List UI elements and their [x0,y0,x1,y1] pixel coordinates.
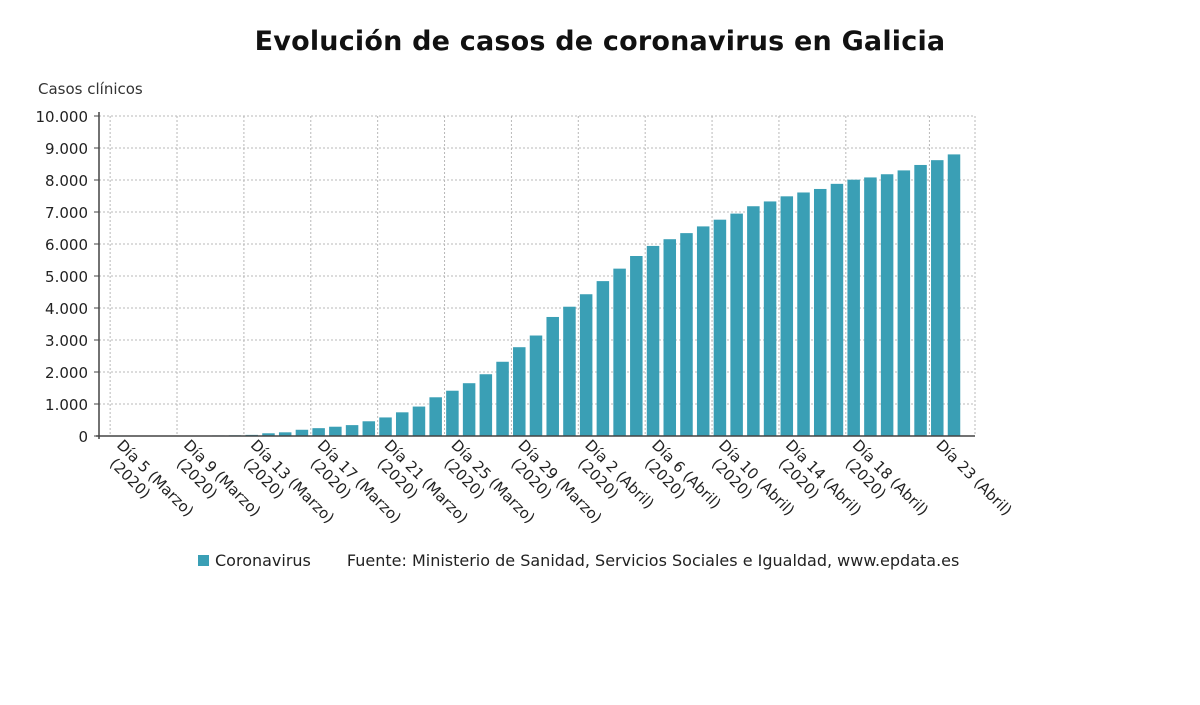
bar [931,160,944,436]
bar [312,428,325,436]
bar [429,397,442,436]
y-axis-label: Casos clínicos [38,80,143,98]
bar [529,335,543,436]
bar [362,421,376,436]
bar [278,432,292,436]
x-tick-label-line: Día 23 (Abril) [932,436,1015,519]
legend-swatch [198,555,209,566]
y-tick-label: 6.000 [45,236,88,254]
y-tick-label: 1.000 [45,396,88,414]
x-tick-label: Día 18 (Abril)(2020) [842,436,932,519]
bar [763,201,777,436]
bar [914,164,927,436]
bar [646,245,660,436]
bar [947,154,961,436]
y-tick-label: 9.000 [45,140,88,158]
y-tick-label: 2.000 [45,364,88,382]
bar [864,177,877,436]
y-tick-labels: 0 1.000 2.000 3.000 4.000 5.000 6.000 7.000 8.00… [36,108,89,446]
bar [262,433,275,436]
bar [295,429,309,436]
chart-title: Evolución de casos de coronavirus en Gal… [254,26,946,57]
bar [496,361,509,436]
x-tick-label: Día 6 (Abril)(2020) [641,436,724,512]
bar [780,196,794,436]
y-tick-label: 10.000 [36,108,89,126]
x-tick-label: Día 23 (Abril) [932,436,1015,519]
bar [379,417,392,436]
bar [663,239,677,436]
y-tick-label: 3.000 [45,332,88,350]
bar [713,219,727,436]
y-tick-label: 4.000 [45,300,88,318]
bar [563,306,576,436]
bar [546,316,559,436]
bar [730,213,743,436]
bar [897,170,911,436]
bar [696,226,710,436]
bar [847,179,860,436]
bar-series [111,154,961,437]
bar [830,183,844,436]
legend-label: Coronavirus [215,551,311,570]
bar [747,206,760,436]
bar [446,390,459,436]
legend: Coronavirus Fuente: Ministerio de Sanida… [198,551,959,570]
bar [479,374,493,436]
bar [596,281,610,436]
bar [813,188,827,436]
bar [579,294,593,436]
bar [797,192,810,436]
bar [462,383,476,436]
bar [513,347,526,436]
bar [613,268,626,436]
bar [395,412,409,436]
bar [680,233,693,436]
bar [345,425,359,436]
bar [880,174,894,437]
bar [329,426,342,436]
axes [94,112,975,439]
y-tick-label: 0 [78,428,88,446]
bar [630,256,643,436]
x-tick-labels: Día 5 (Marzo)(2020) Día 9 (Marzo)(2020) Dí… [106,436,1015,527]
bar [412,406,426,436]
y-tick-label: 8.000 [45,172,88,190]
y-tick-label: 7.000 [45,204,88,222]
y-tick-label: 5.000 [45,268,88,286]
source-text: Fuente: Ministerio de Sanidad, Servicios… [346,551,960,570]
